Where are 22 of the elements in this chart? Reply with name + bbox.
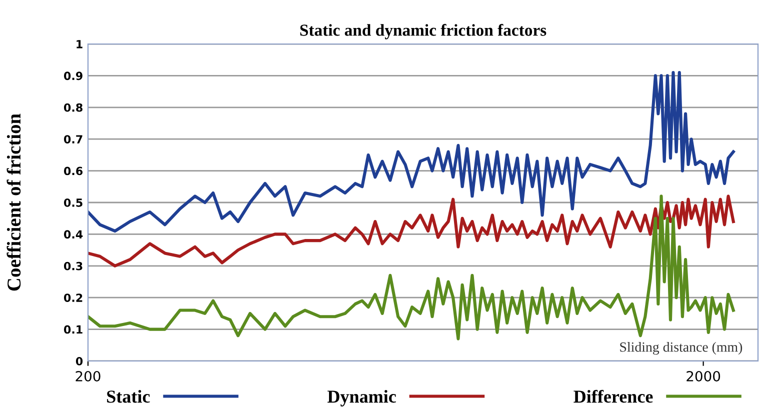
y-tick-label: 0.1 xyxy=(64,325,82,334)
y-tick-label: 1 xyxy=(76,40,82,48)
x-axis-title: Sliding distance (mm) xyxy=(620,342,742,355)
y-tick-label: 0.8 xyxy=(64,103,82,112)
x-tick-label: 2000 xyxy=(686,370,720,382)
legend-label: Static xyxy=(107,390,150,403)
y-tick-label: 0.4 xyxy=(64,230,83,239)
y-tick-label: 0.5 xyxy=(64,198,82,207)
y-axis-title: Coefficient of friction xyxy=(6,114,21,291)
line-series xyxy=(88,194,735,340)
x-tick-label: 200 xyxy=(76,370,100,382)
y-tick-label: 0.6 xyxy=(64,166,83,176)
chart-title: Static and dynamic friction factors xyxy=(300,24,546,40)
y-tick-label: 0.2 xyxy=(64,294,82,302)
y-tick-label: 0.7 xyxy=(64,135,82,144)
legend-label: Dynamic xyxy=(328,390,396,406)
y-tick-label: 0 xyxy=(76,356,83,366)
y-tick-label: 0.3 xyxy=(64,262,82,270)
legend-label: Difference xyxy=(574,390,653,403)
y-tick-label: 0.9 xyxy=(64,72,82,80)
line-series xyxy=(88,194,735,268)
line-series xyxy=(88,71,735,233)
